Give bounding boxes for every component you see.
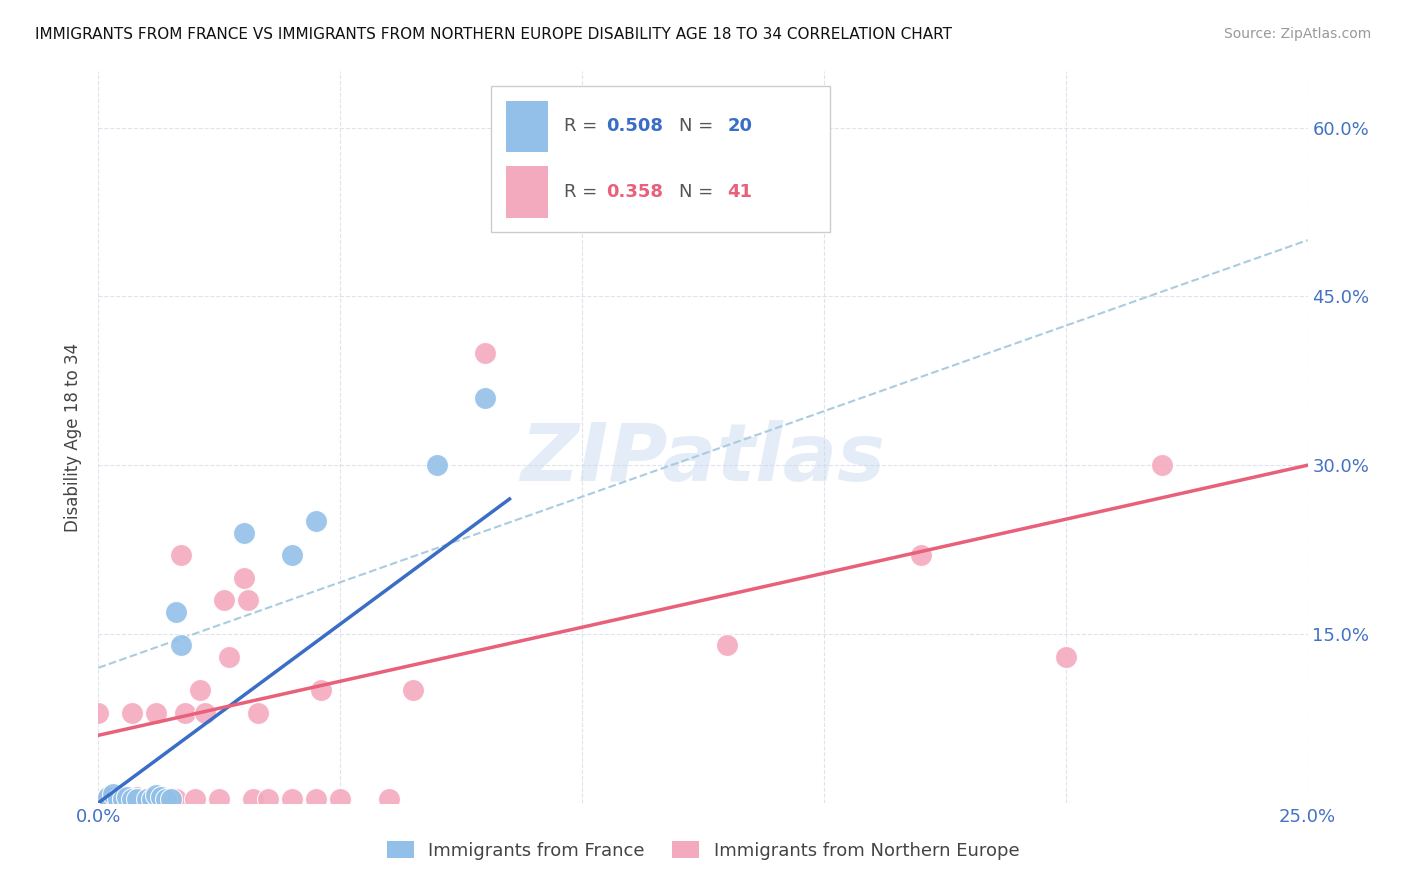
Point (117, 790, 139, 805)
Point (212, 593, 235, 607)
Point (184, 792, 207, 806)
Point (238, 593, 260, 607)
Point (208, 792, 231, 806)
Point (305, 792, 328, 806)
Point (117, 792, 139, 806)
Text: IMMIGRANTS FROM FRANCE VS IMMIGRANTS FROM NORTHERN EUROPE DISABILITY AGE 18 TO 3: IMMIGRANTS FROM FRANCE VS IMMIGRANTS FRO… (35, 27, 952, 42)
Point (155, 792, 177, 806)
Point (765, 120, 787, 135)
Text: 41: 41 (727, 183, 752, 201)
Point (716, 638, 738, 652)
Point (107, 792, 129, 806)
Point (107, 792, 129, 806)
Text: R =: R = (564, 117, 603, 136)
Point (160, 792, 183, 806)
Point (247, 706, 270, 720)
Text: Source: ZipAtlas.com: Source: ZipAtlas.com (1223, 27, 1371, 41)
Legend: Immigrants from France, Immigrants from Northern Europe: Immigrants from France, Immigrants from … (380, 834, 1026, 867)
Point (131, 792, 153, 806)
Point (281, 548, 304, 562)
Point (150, 790, 173, 805)
Text: N =: N = (679, 117, 718, 136)
Text: R =: R = (564, 183, 603, 201)
Point (135, 792, 157, 806)
Point (127, 790, 149, 805)
Point (256, 792, 278, 806)
Point (135, 792, 157, 806)
FancyBboxPatch shape (492, 86, 830, 232)
Point (426, 458, 449, 473)
Point (141, 792, 163, 806)
Point (111, 792, 134, 806)
Point (1152, 458, 1174, 473)
Point (121, 792, 143, 806)
Point (329, 792, 352, 806)
Point (305, 515, 328, 529)
Point (101, 790, 124, 805)
Text: 0.508: 0.508 (606, 117, 664, 136)
Bar (506, 101, 548, 152)
Point (160, 792, 183, 806)
Point (169, 548, 191, 562)
Point (232, 525, 254, 540)
Point (242, 792, 264, 806)
Point (169, 638, 191, 652)
Point (402, 683, 425, 698)
Point (309, 683, 332, 698)
Point (101, 787, 124, 801)
Point (281, 792, 304, 806)
Text: 20: 20 (727, 117, 752, 136)
Point (194, 706, 217, 720)
Text: ZIPatlas: ZIPatlas (520, 420, 886, 498)
Point (1054, 649, 1077, 664)
Point (141, 792, 163, 806)
Point (910, 548, 932, 562)
Point (165, 792, 187, 806)
Point (127, 792, 149, 806)
Text: 0.358: 0.358 (606, 183, 664, 201)
Point (232, 571, 254, 585)
Point (150, 790, 173, 805)
Point (145, 706, 167, 720)
Text: N =: N = (679, 183, 718, 201)
Point (145, 788, 167, 802)
Point (97, 790, 120, 805)
Point (111, 792, 134, 806)
Point (377, 792, 399, 806)
Point (165, 605, 187, 619)
Point (474, 345, 496, 359)
Bar (506, 167, 548, 218)
Point (97, 790, 120, 805)
Point (121, 706, 143, 720)
Point (218, 649, 240, 664)
Point (474, 391, 496, 405)
Point (174, 706, 197, 720)
Point (188, 683, 211, 698)
Y-axis label: Disability Age 18 to 34: Disability Age 18 to 34 (65, 343, 83, 532)
Point (155, 792, 177, 806)
Point (87, 706, 110, 720)
